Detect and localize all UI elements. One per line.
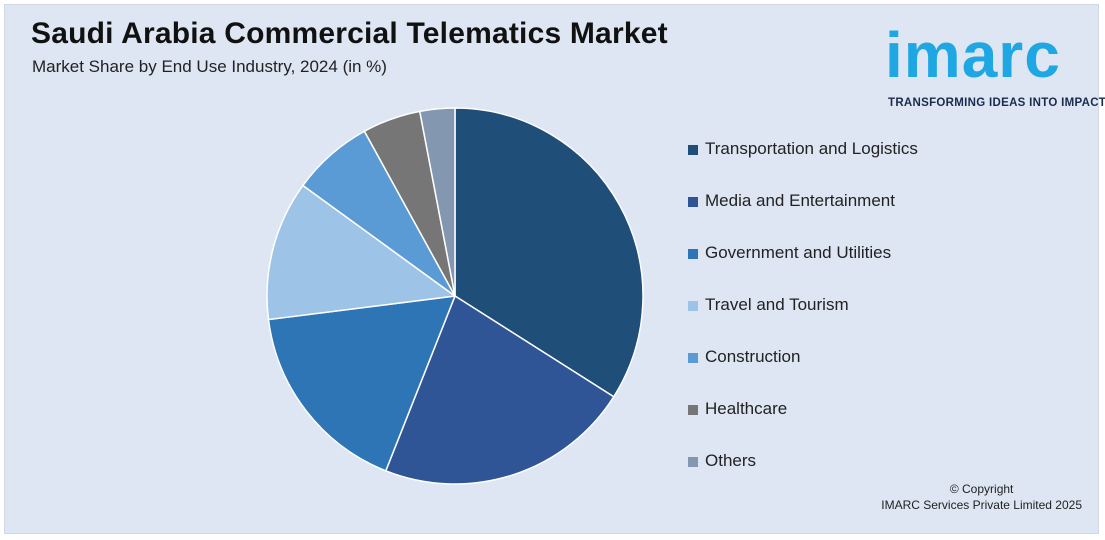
legend-swatch: [688, 457, 698, 467]
legend-label: Healthcare: [705, 399, 788, 418]
logo-tagline: TRANSFORMING IDEAS INTO IMPACT: [888, 97, 1105, 109]
chart-frame: Saudi Arabia Commercial Telematics Marke…: [4, 4, 1105, 534]
legend-swatch: [688, 405, 698, 415]
logo-wordmark: imarc: [885, 19, 1061, 91]
pie-slice-government-and-utilities: [267, 295, 457, 472]
imarc-logo: imarc TRANSFORMING IDEAS INTO IMPACT: [885, 17, 1105, 111]
legend-label: Construction: [705, 347, 801, 366]
legend-swatch: [688, 145, 698, 155]
pie-slice-transportation-and-logistics: [454, 107, 644, 398]
pie-slice-others: [418, 107, 456, 297]
legend-label: Travel and Tourism: [705, 295, 849, 314]
legend-label: Others: [705, 451, 757, 470]
legend-swatch: [688, 353, 698, 363]
pie-slice-media-and-entertainment: [384, 294, 615, 485]
pie-chart: [266, 107, 644, 485]
copyright-line-2: IMARC Services Private Limited 2025: [881, 498, 1082, 512]
legend-swatch: [688, 301, 698, 311]
chart-title: Saudi Arabia Commercial Telematics Marke…: [31, 17, 668, 50]
legend-label: Media and Entertainment: [705, 191, 895, 210]
chart-subtitle: Market Share by End Use Industry, 2024 (…: [32, 57, 387, 76]
copyright-notice: © Copyright IMARC Services Private Limit…: [881, 481, 1082, 513]
legend-label: Government and Utilities: [705, 243, 892, 262]
pie-slice-travel-and-tourism: [266, 184, 457, 321]
legend-swatch: [688, 197, 698, 207]
legend-swatch: [688, 249, 698, 259]
copyright-line-1: © Copyright: [949, 482, 1014, 496]
legend-label: Transportation and Logistics: [705, 139, 918, 158]
